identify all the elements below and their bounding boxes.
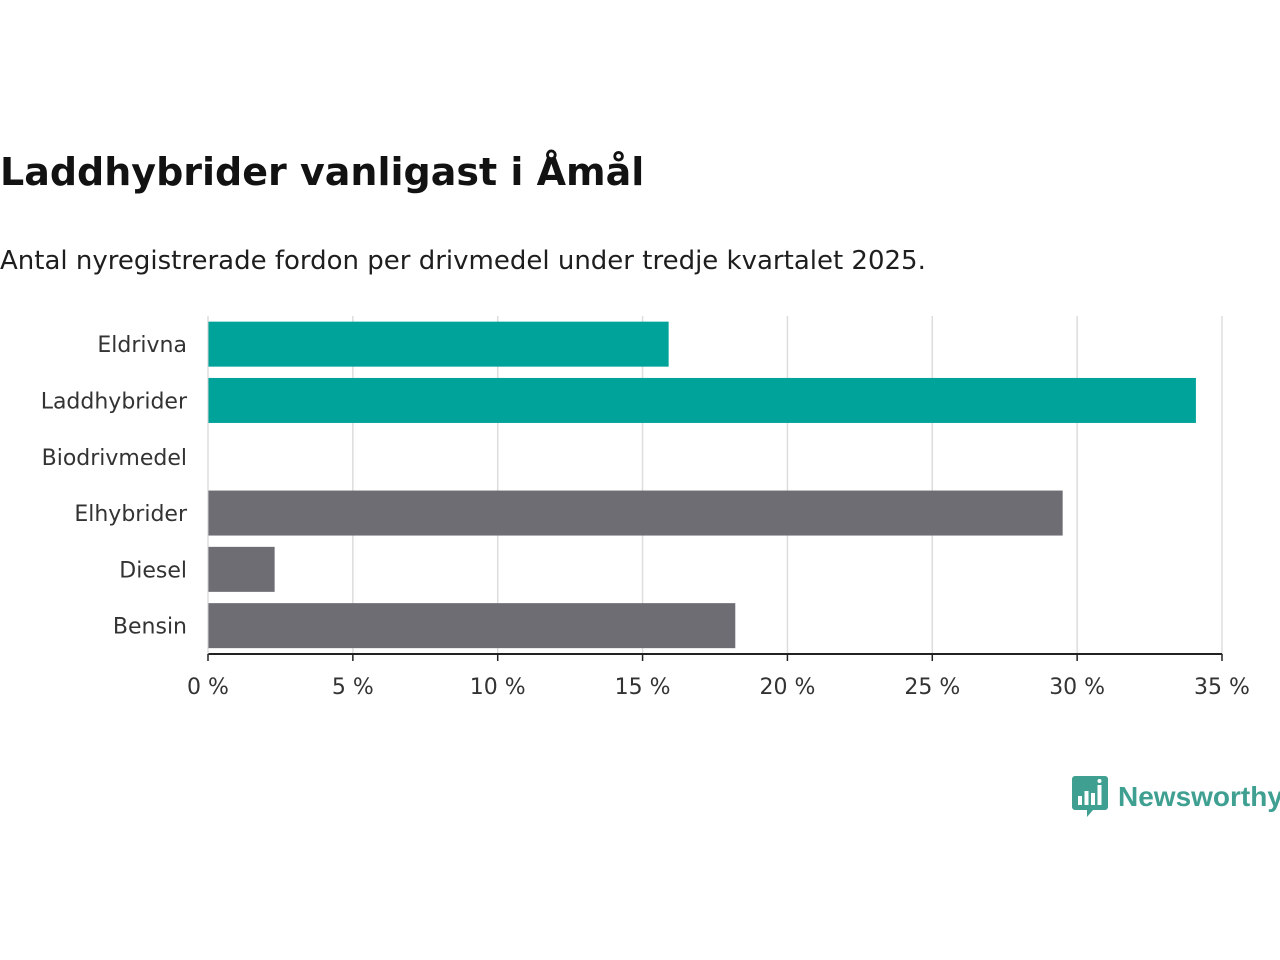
bar-bensin bbox=[208, 603, 736, 649]
category-label: Eldrivna bbox=[97, 333, 187, 358]
bar-diesel bbox=[208, 546, 275, 592]
grid-layer bbox=[352, 316, 1223, 654]
bar-laddhybrider bbox=[208, 377, 1196, 423]
chart-subtitle: Antal nyregistrerade fordon per drivmede… bbox=[0, 246, 926, 276]
category-label: Elhybrider bbox=[74, 502, 188, 527]
x-tick-label: 0 % bbox=[187, 675, 229, 700]
category-label: Biodrivmedel bbox=[42, 446, 187, 471]
bar-eldrivna bbox=[208, 321, 669, 367]
x-tick-label: 20 % bbox=[759, 675, 815, 700]
x-tick-label: 15 % bbox=[615, 675, 671, 700]
chart-title: Laddhybrider vanligast i Åmål bbox=[0, 150, 645, 194]
x-tick-label: 25 % bbox=[904, 675, 960, 700]
x-axis: 0 % 5 % 10 % 15 % 20 % 25 % 30 % 35 % bbox=[187, 316, 1250, 700]
category-labels: Eldrivna Laddhybrider Biodrivmedel Elhybrid… bbox=[41, 333, 188, 640]
newsworthy-logo: Newsworthy bbox=[1072, 776, 1280, 818]
x-tick-label: 35 % bbox=[1194, 675, 1250, 700]
bar-elhybrider bbox=[208, 490, 1063, 536]
category-label: Diesel bbox=[119, 558, 187, 583]
x-tick-label: 10 % bbox=[470, 675, 526, 700]
x-tick-label: 30 % bbox=[1049, 675, 1105, 700]
newsworthy-chart-bubble-icon bbox=[1072, 776, 1108, 817]
logo-text: Newsworthy bbox=[1118, 781, 1280, 812]
category-label: Bensin bbox=[113, 615, 187, 640]
bar-layer bbox=[208, 321, 1196, 649]
category-label: Laddhybrider bbox=[41, 389, 188, 414]
x-tick-label: 5 % bbox=[332, 675, 374, 700]
bar-chart: 0 % 5 % 10 % 15 % 20 % 25 % 30 % 35 % Eldrivna L… bbox=[41, 316, 1250, 700]
